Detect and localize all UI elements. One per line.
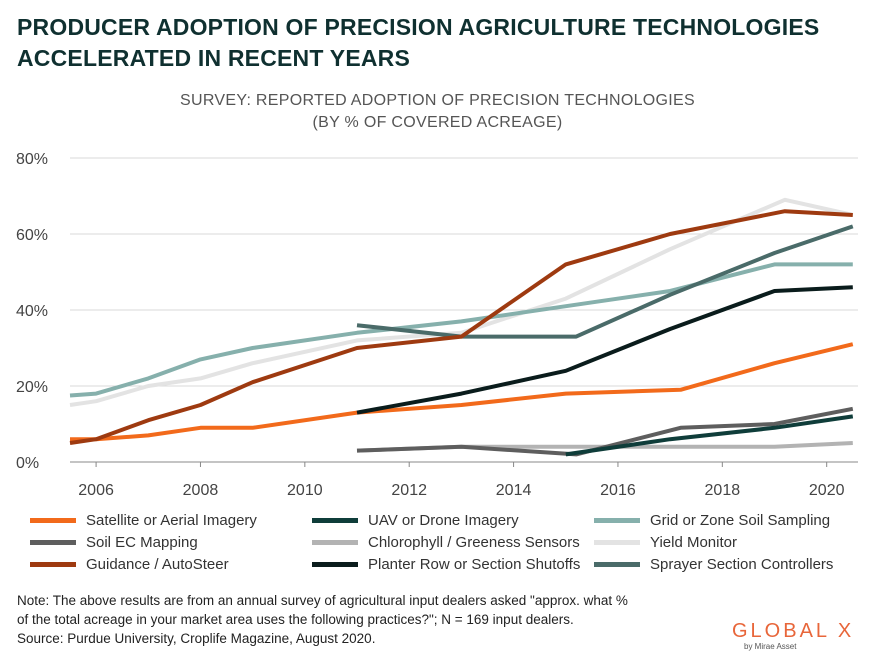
legend-label: Satellite or Aerial Imagery [86, 512, 257, 529]
legend-label: Sprayer Section Controllers [650, 556, 834, 573]
page-title: PRODUCER ADOPTION OF PRECISION AGRICULTU… [17, 12, 857, 74]
y-tick-label: 60% [16, 227, 48, 244]
legend-label: Chlorophyll / Greeness Sensors [368, 534, 580, 551]
legend-item: Chlorophyll / Greeness Sensors [312, 532, 594, 553]
chart-subtitle: SURVEY: REPORTED ADOPTION OF PRECISION T… [0, 90, 875, 134]
legend-item: Soil EC Mapping [30, 532, 312, 553]
legend-label: UAV or Drone Imagery [368, 512, 519, 529]
legend-swatch [312, 518, 358, 523]
global-x-logo: GLOBAL X by Mirae Asset [732, 620, 872, 660]
legend-swatch [312, 562, 358, 567]
legend-item: Yield Monitor [594, 532, 860, 553]
legend-label: Yield Monitor [650, 534, 737, 551]
legend-swatch [30, 562, 76, 567]
legend-swatch [30, 540, 76, 545]
y-tick-label: 40% [16, 303, 48, 320]
source-note: Note: The above results are from an annu… [17, 591, 717, 648]
note-line-2: of the total acreage in your market area… [17, 612, 574, 627]
series-line-uav-or-drone-imagery [565, 414, 854, 457]
title-line-1: PRODUCER ADOPTION OF PRECISION AGRICULTU… [17, 14, 820, 40]
y-tick-label: 0% [16, 455, 39, 472]
x-tick-label: 2008 [183, 482, 219, 499]
legend-swatch [594, 562, 640, 567]
x-tick-label: 2018 [705, 482, 741, 499]
legend-swatch [312, 540, 358, 545]
chart-subtitle-units: (BY % OF COVERED ACREAGE) [312, 114, 563, 131]
chart-title: SURVEY: REPORTED ADOPTION OF PRECISION T… [180, 92, 695, 109]
x-tick-label: 2016 [600, 482, 636, 499]
legend-label: Planter Row or Section Shutoffs [368, 556, 581, 573]
x-tick-label: 2010 [287, 482, 323, 499]
x-tick-label: 2006 [78, 482, 114, 499]
title-line-2: ACCELERATED IN RECENT YEARS [17, 45, 411, 71]
x-tick-label: 2014 [496, 482, 532, 499]
y-tick-label: 20% [16, 379, 48, 396]
legend-swatch [594, 518, 640, 523]
legend-item: UAV or Drone Imagery [312, 510, 594, 531]
series-line-soil-ec-mapping [356, 406, 854, 457]
logo-text: GLOBAL X [732, 620, 855, 642]
source-line: Source: Purdue University, Croplife Maga… [17, 631, 376, 646]
x-tick-label: 2012 [391, 482, 427, 499]
x-tick-label: 2020 [809, 482, 845, 499]
series-line-guidance-autosteer [69, 209, 853, 445]
series-line-sprayer-section-controllers [356, 224, 854, 339]
series-line-planter-row-or-section-shutoffs [356, 285, 853, 415]
legend-label: Soil EC Mapping [86, 534, 198, 551]
legend-label: Guidance / AutoSteer [86, 556, 229, 573]
y-tick-label: 80% [16, 151, 48, 168]
legend-item: Guidance / AutoSteer [30, 554, 312, 575]
legend-item: Planter Row or Section Shutoffs [312, 554, 594, 575]
legend-swatch [30, 518, 76, 523]
logo-subtext: by Mirae Asset [744, 642, 797, 651]
series-line-yield-monitor [69, 197, 854, 407]
chart-legend: Satellite or Aerial Imagery UAV or Drone … [30, 510, 860, 575]
legend-swatch [594, 540, 640, 545]
legend-item: Sprayer Section Controllers [594, 554, 860, 575]
legend-label: Grid or Zone Soil Sampling [650, 512, 831, 529]
note-line-1: Note: The above results are from an annu… [17, 593, 628, 608]
line-chart: 0% 20% 40% 60% 80% 2006 2008 2010 2012 2014 2016 20… [16, 151, 858, 499]
legend-item: Grid or Zone Soil Sampling [594, 510, 860, 531]
legend-item: Satellite or Aerial Imagery [30, 510, 312, 531]
